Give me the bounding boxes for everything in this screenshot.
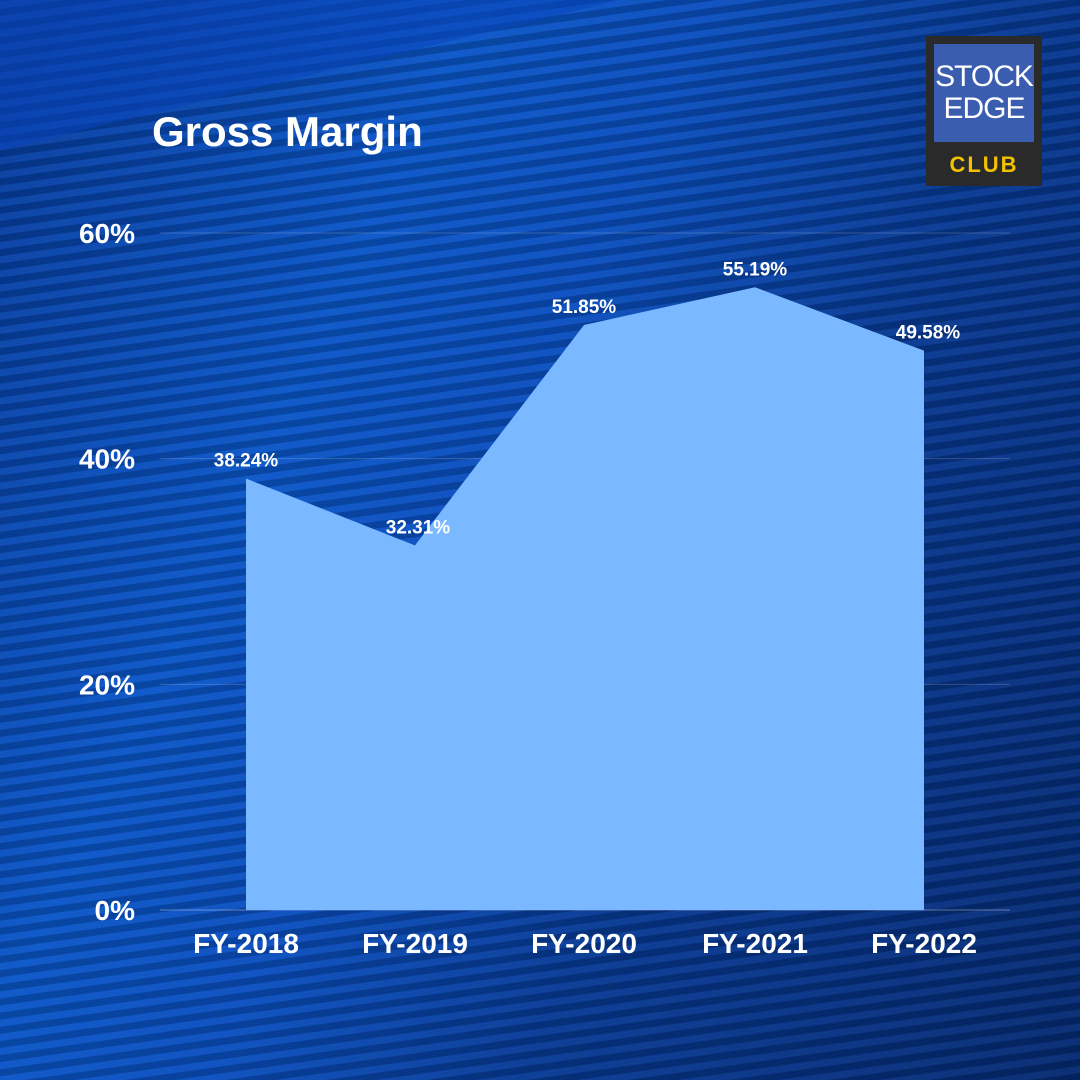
series-area	[246, 287, 924, 910]
x-tick-label: FY-2018	[193, 928, 299, 959]
data-label: 32.31%	[386, 517, 451, 538]
x-tick-label: FY-2021	[702, 928, 808, 959]
x-tick-label: FY-2022	[871, 928, 977, 959]
logo-line-edge: EDGE	[943, 92, 1025, 125]
x-tick-label: FY-2020	[531, 928, 637, 959]
stock-edge-club-logo: STOCK EDGE CLUB	[926, 36, 1042, 186]
data-label: 49.58%	[896, 323, 961, 344]
logo-wordmark: STOCK EDGE	[934, 44, 1034, 142]
data-label: 55.19%	[723, 259, 788, 280]
data-label: 51.85%	[552, 297, 617, 318]
logo-line-club: CLUB	[949, 152, 1019, 177]
x-tick-label: FY-2019	[362, 928, 468, 959]
chart-title: Gross Margin	[152, 108, 423, 155]
logo-line-stock: STOCK	[935, 60, 1034, 93]
data-label: 38.24%	[214, 451, 279, 472]
y-tick-label: 40%	[79, 444, 135, 475]
y-tick-label: 20%	[79, 669, 135, 700]
y-tick-label: 60%	[79, 218, 135, 249]
y-tick-label: 0%	[95, 895, 136, 926]
